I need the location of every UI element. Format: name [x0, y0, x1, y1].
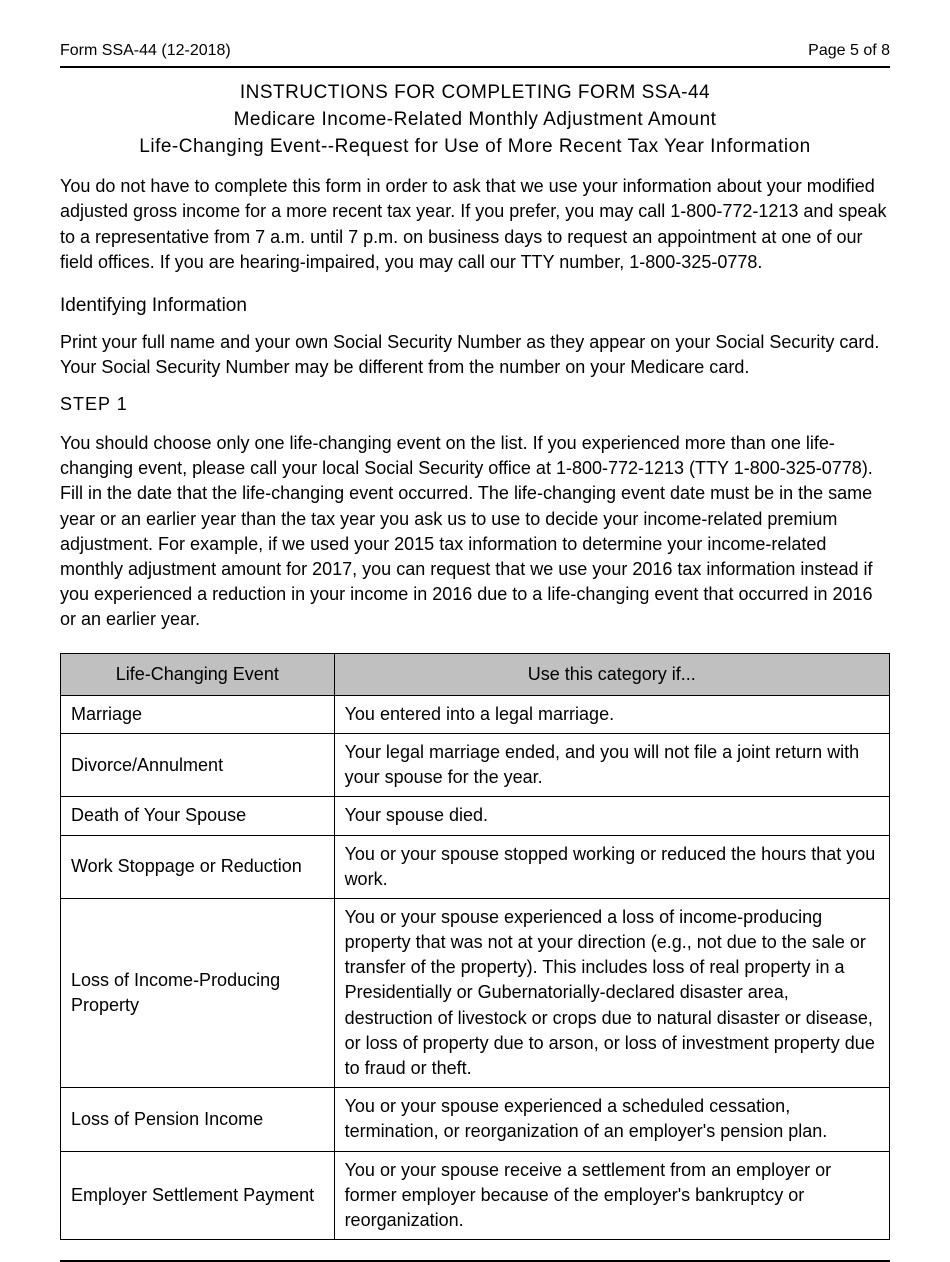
table-cell-desc: You or your spouse experienced a loss of…: [334, 898, 889, 1087]
table-row: Divorce/Annulment Your legal marriage en…: [61, 733, 890, 796]
table-cell-event: Work Stoppage or Reduction: [61, 835, 335, 898]
table-header-event: Life-Changing Event: [61, 653, 335, 695]
page-number: Page 5 of 8: [808, 40, 890, 62]
table-cell-event: Loss of Pension Income: [61, 1088, 335, 1151]
table-cell-desc: You or your spouse experienced a schedul…: [334, 1088, 889, 1151]
table-cell-event: Employer Settlement Payment: [61, 1151, 335, 1240]
title-line-2: Medicare Income-Related Monthly Adjustme…: [60, 107, 890, 134]
table-row: Work Stoppage or Reduction You or your s…: [61, 835, 890, 898]
title-line-1: INSTRUCTIONS FOR COMPLETING FORM SSA-44: [60, 80, 890, 107]
table-cell-event: Loss of Income-Producing Property: [61, 898, 335, 1087]
life-changing-event-table: Life-Changing Event Use this category if…: [60, 653, 890, 1241]
table-cell-desc: You entered into a legal marriage.: [334, 695, 889, 733]
form-id: Form SSA-44 (12-2018): [60, 40, 231, 62]
table-row: Employer Settlement Payment You or your …: [61, 1151, 890, 1240]
table-cell-event: Marriage: [61, 695, 335, 733]
step-1-body: You should choose only one life-changing…: [60, 431, 890, 633]
table-cell-event: Divorce/Annulment: [61, 733, 335, 796]
table-row: Marriage You entered into a legal marria…: [61, 695, 890, 733]
table-row: Loss of Pension Income You or your spous…: [61, 1088, 890, 1151]
page-header: Form SSA-44 (12-2018) Page 5 of 8: [60, 40, 890, 68]
intro-paragraph: You do not have to complete this form in…: [60, 174, 890, 275]
identifying-body: Print your full name and your own Social…: [60, 330, 890, 380]
table-cell-desc: You or your spouse receive a settlement …: [334, 1151, 889, 1240]
title-line-3: Life-Changing Event--Request for Use of …: [60, 134, 890, 161]
identifying-heading: Identifying Information: [60, 293, 890, 320]
table-cell-desc: Your spouse died.: [334, 797, 889, 835]
table-row: Loss of Income-Producing Property You or…: [61, 898, 890, 1087]
table-cell-desc: You or your spouse stopped working or re…: [334, 835, 889, 898]
table-row: Death of Your Spouse Your spouse died.: [61, 797, 890, 835]
table-cell-desc: Your legal marriage ended, and you will …: [334, 733, 889, 796]
table-header-row: Life-Changing Event Use this category if…: [61, 653, 890, 695]
table-cell-event: Death of Your Spouse: [61, 797, 335, 835]
step-1-label: STEP 1: [60, 392, 890, 417]
title-block: INSTRUCTIONS FOR COMPLETING FORM SSA-44 …: [60, 80, 890, 160]
table-header-category: Use this category if...: [334, 653, 889, 695]
